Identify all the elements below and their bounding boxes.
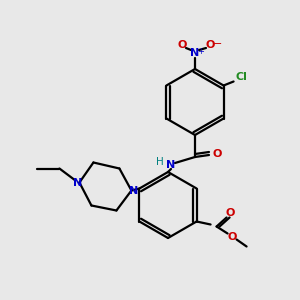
Text: O: O <box>228 232 237 242</box>
Text: H: H <box>156 157 164 167</box>
Text: Cl: Cl <box>236 73 247 82</box>
Text: N: N <box>167 160 176 170</box>
Text: +: + <box>198 47 204 56</box>
Text: N: N <box>190 48 200 58</box>
Text: O: O <box>177 40 187 50</box>
Text: O: O <box>226 208 235 218</box>
Text: N: N <box>129 187 138 196</box>
Text: N: N <box>73 178 82 188</box>
Text: O: O <box>205 40 215 50</box>
Text: O: O <box>212 149 222 159</box>
Text: −: − <box>213 39 223 49</box>
